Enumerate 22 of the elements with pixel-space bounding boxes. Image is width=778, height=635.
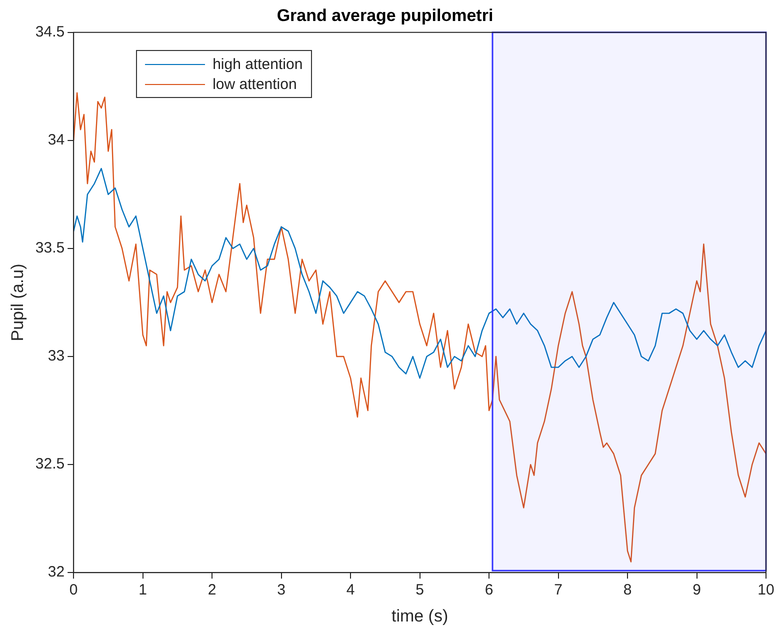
legend-label: low attention (212, 74, 298, 94)
chart-title: Grand average pupilometri (276, 6, 494, 25)
y-tick-label: 32 (48, 564, 65, 581)
x-tick-label: 5 (416, 582, 424, 599)
x-tick-label: 10 (758, 582, 774, 599)
y-tick-label: 33 (48, 348, 65, 365)
x-tick-label: 7 (554, 582, 562, 599)
y-tick-label: 34 (48, 132, 65, 149)
x-tick-label: 1 (138, 582, 148, 599)
x-tick-label: 6 (484, 582, 494, 599)
y-tick-label: 33.5 (35, 240, 65, 257)
x-axis-title: time (s) (391, 606, 448, 626)
x-tick-label: 3 (277, 582, 286, 599)
y-tick-label: 32.5 (35, 456, 65, 473)
x-tick-label: 4 (346, 582, 355, 599)
y-tick-label: 34.5 (35, 24, 65, 41)
legend-label: high attention (212, 54, 303, 74)
x-tick-label: 0 (69, 582, 78, 599)
x-tick-label: 9 (692, 582, 701, 599)
x-tick-label: 2 (208, 582, 216, 599)
x-tick-label: 8 (623, 582, 632, 599)
y-axis-title: Pupil (a.u) (8, 264, 27, 342)
